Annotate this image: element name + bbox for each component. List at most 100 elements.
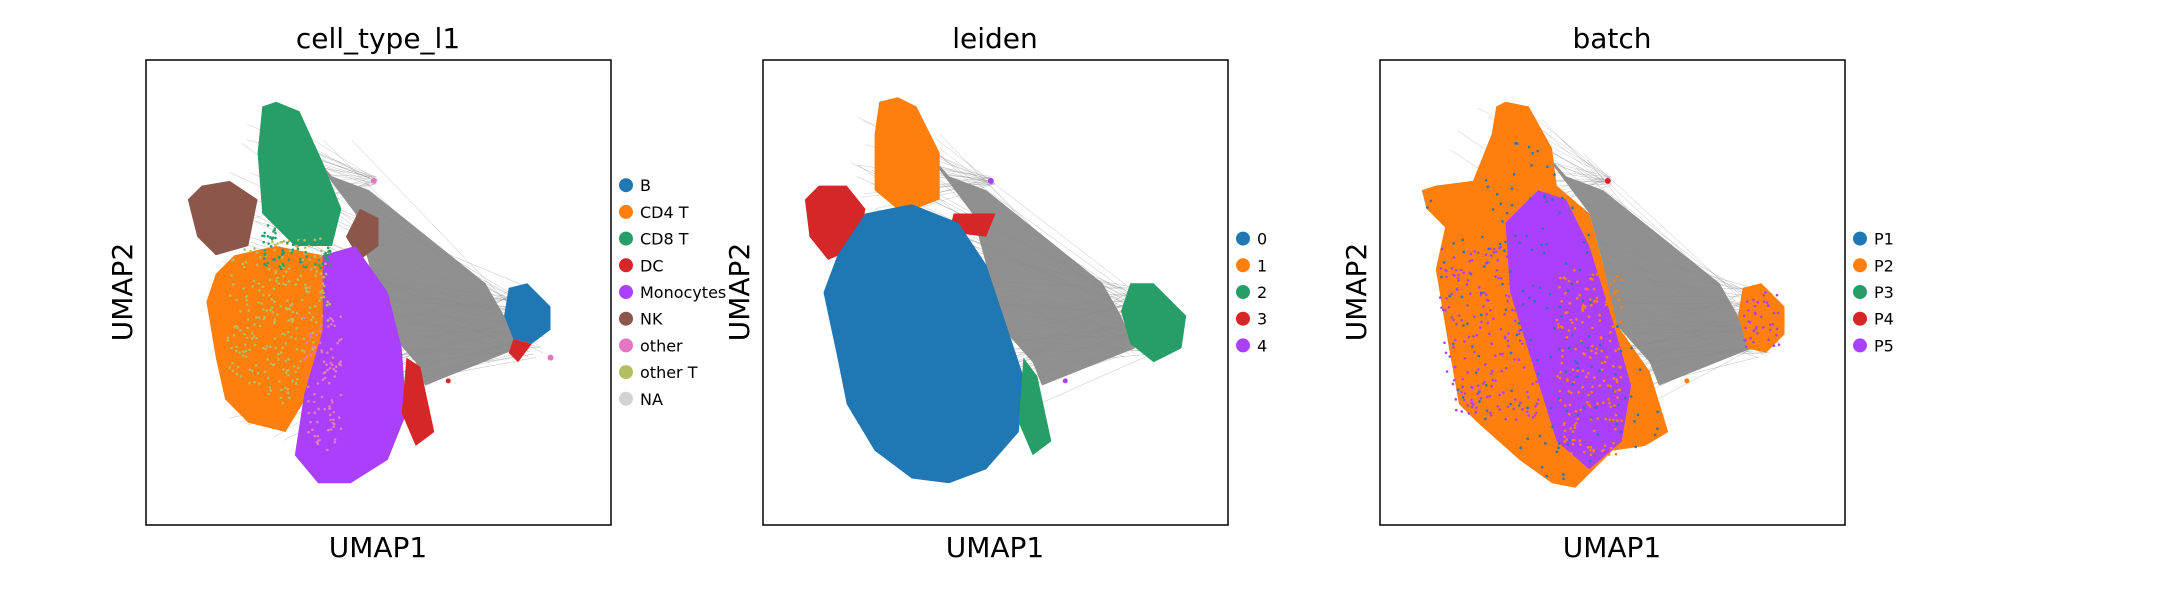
other-t-speckles	[226, 237, 331, 405]
cluster-4-point	[987, 177, 994, 184]
panel-title: cell_type_l1	[296, 22, 460, 55]
plot-area	[1421, 101, 1785, 488]
legend-item: 1	[1236, 256, 1267, 275]
other-point	[547, 354, 554, 361]
region-1	[874, 97, 940, 214]
legend-label: P2	[1874, 256, 1894, 275]
legend-label: B	[640, 176, 651, 195]
panel-title: batch	[1572, 22, 1651, 55]
legend-marker	[1853, 285, 1867, 299]
y-axis-label: UMAP2	[1340, 243, 1373, 342]
legend-marker	[1236, 338, 1250, 353]
legend-label: NK	[640, 310, 663, 329]
legend-marker	[619, 204, 633, 219]
legend-item: P1	[1853, 230, 1894, 249]
p5-speckles	[1439, 245, 1544, 421]
legend-item: other	[619, 336, 683, 355]
legend-marker	[1236, 311, 1250, 326]
legend-label: 4	[1257, 336, 1267, 355]
legend-label: NA	[640, 390, 663, 409]
legend-item: P4	[1853, 310, 1894, 329]
legend-marker	[619, 285, 633, 299]
x-axis-label: UMAP1	[1563, 531, 1662, 564]
legend-item: 0	[1236, 230, 1267, 249]
legend-label: DC	[640, 256, 664, 275]
plot-frame	[1379, 59, 1846, 526]
legend-item: 2	[1236, 283, 1267, 302]
legend-marker	[619, 391, 633, 406]
legend-label: Monocytes	[640, 283, 726, 302]
legend-label: P5	[1874, 336, 1894, 355]
cd8t-speckles	[261, 198, 333, 271]
legend-marker	[1236, 258, 1250, 273]
legend-marker	[1236, 285, 1250, 299]
legend-label: P4	[1874, 310, 1894, 329]
legend-item: Monocytes	[619, 283, 726, 302]
legend: 0 1 2 3 4	[1236, 230, 1267, 355]
p4-point	[1604, 177, 1611, 184]
edge-bundle	[1533, 139, 1752, 386]
legend-item: NK	[619, 310, 663, 329]
legend-marker	[1853, 338, 1867, 353]
panel-leiden: leiden UMAP1 UMAP2 0 1 2 3 4	[723, 22, 1267, 564]
panel-cell-type: cell_type_l1 UMAP1 UMAP2 B CD4 T CD8 T DC Mo…	[106, 22, 726, 564]
legend-item: DC	[619, 256, 664, 275]
legend-label: other T	[640, 363, 698, 382]
region-dc-2	[508, 339, 532, 363]
legend-item: other T	[619, 363, 698, 382]
legend-marker	[619, 231, 633, 246]
y-axis-label: UMAP2	[723, 243, 756, 342]
p2-point	[1684, 378, 1690, 384]
legend-label: 2	[1257, 283, 1267, 302]
edge-bundle	[299, 139, 518, 386]
dc-point	[445, 378, 451, 384]
legend-label: 0	[1257, 230, 1267, 249]
legend-marker	[1236, 231, 1250, 246]
region-monocytes	[294, 246, 407, 484]
plot-frame	[145, 59, 612, 526]
plot-area	[187, 101, 554, 484]
region-nk	[187, 180, 258, 256]
legend-item: CD4 T	[619, 203, 689, 222]
legend-label: P3	[1874, 283, 1894, 302]
plot-area	[804, 97, 1187, 484]
panel-batch: batch UMAP1 UMAP2 P1 P2 P3 P4 P5	[1340, 22, 1894, 564]
legend-label: 1	[1257, 256, 1267, 275]
y-axis-label: UMAP2	[106, 243, 139, 342]
p2-speckles	[1555, 268, 1623, 457]
x-axis-label: UMAP1	[946, 531, 1045, 564]
legend-label: 3	[1257, 310, 1267, 329]
legend-label: CD8 T	[640, 230, 689, 249]
region-dc	[401, 357, 435, 446]
edge-bundle	[916, 139, 1135, 386]
legend-item: CD8 T	[619, 230, 689, 249]
region-2	[1121, 283, 1187, 363]
legend-item: 3	[1236, 310, 1267, 329]
legend-marker	[619, 365, 633, 380]
legend-label: P1	[1874, 230, 1894, 249]
cluster-4-point	[1062, 378, 1068, 384]
legend: B CD4 T CD8 T DC Monocytes NK other other T NA	[619, 176, 726, 409]
legend-item: P5	[1853, 336, 1894, 355]
plot-frame	[762, 59, 1229, 526]
legend-item: 4	[1236, 336, 1267, 355]
region-0	[823, 204, 1024, 484]
legend-marker	[619, 311, 633, 326]
x-axis-label: UMAP1	[329, 531, 428, 564]
legend-marker	[619, 338, 633, 353]
other-point	[370, 177, 377, 184]
legend-marker	[1853, 258, 1867, 273]
panel-title: leiden	[952, 22, 1038, 55]
legend-marker	[619, 178, 633, 193]
p5-small-speckles	[1742, 291, 1781, 349]
legend-item: NA	[619, 390, 663, 409]
region-2-small	[1018, 357, 1052, 456]
legend-marker	[1853, 311, 1867, 326]
legend-item: B	[619, 176, 651, 195]
legend: P1 P2 P3 P4 P5	[1853, 230, 1894, 355]
other-speckles	[302, 314, 343, 452]
legend-item: P3	[1853, 283, 1894, 302]
p1-speckles	[1425, 142, 1659, 481]
legend-label: CD4 T	[640, 203, 689, 222]
